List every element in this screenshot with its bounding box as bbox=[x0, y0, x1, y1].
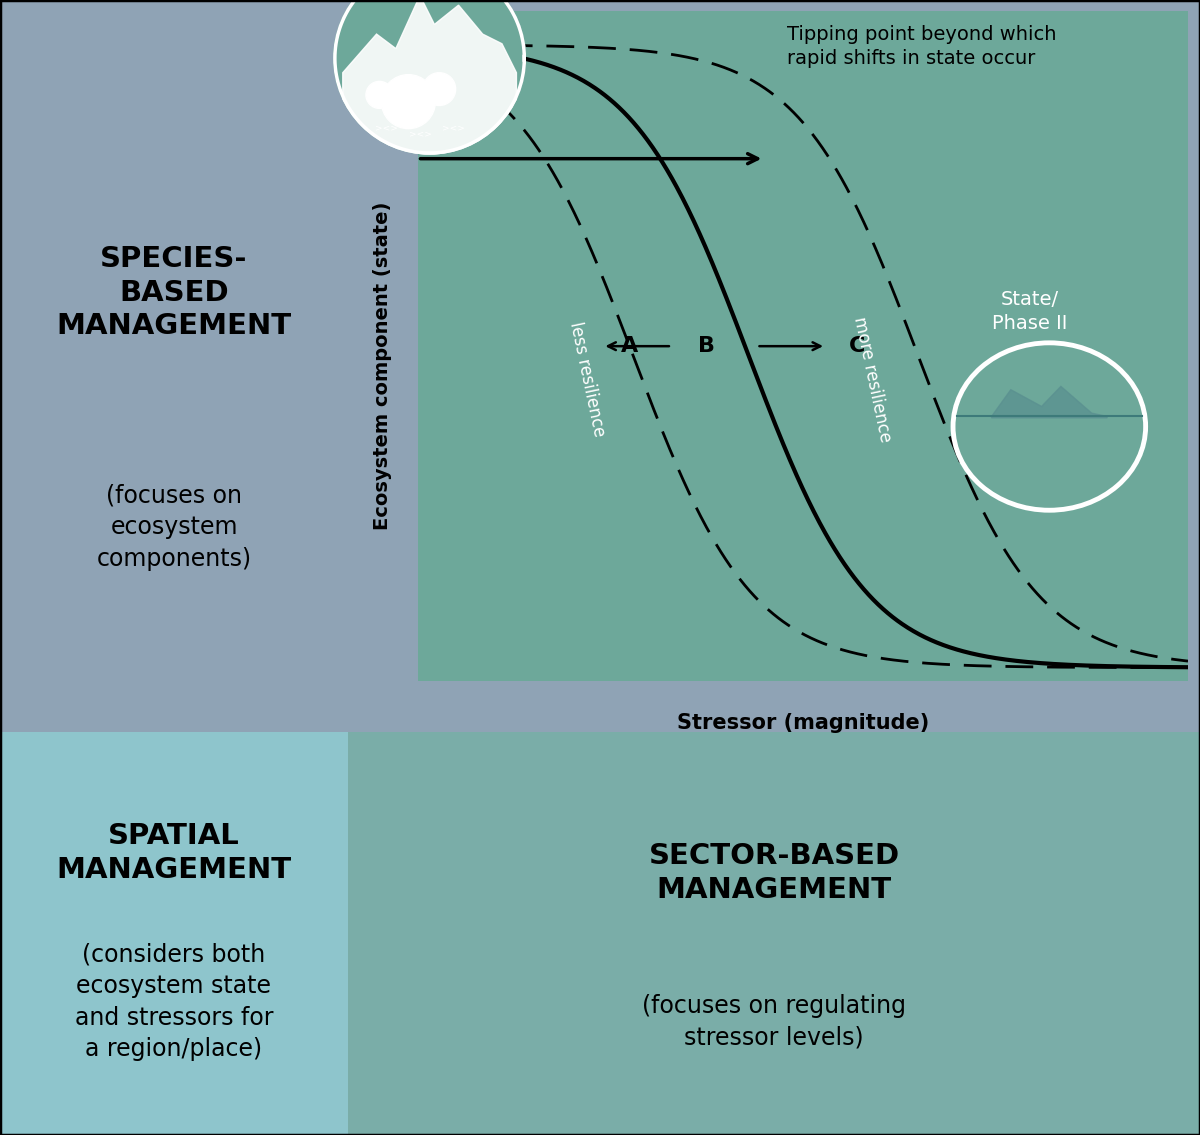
Text: SECTOR-BASED
MANAGEMENT: SECTOR-BASED MANAGEMENT bbox=[648, 842, 900, 903]
Text: State/
Phase II: State/ Phase II bbox=[992, 291, 1068, 333]
Circle shape bbox=[366, 82, 392, 108]
Text: SPECIES-
BASED
MANAGEMENT: SPECIES- BASED MANAGEMENT bbox=[56, 245, 292, 340]
Text: (focuses on regulating
stressor levels): (focuses on regulating stressor levels) bbox=[642, 994, 906, 1050]
Polygon shape bbox=[334, 0, 526, 154]
Polygon shape bbox=[991, 386, 1108, 418]
Text: ><>: ><> bbox=[443, 124, 466, 132]
Circle shape bbox=[953, 343, 1146, 511]
Polygon shape bbox=[343, 0, 516, 154]
Circle shape bbox=[382, 75, 436, 128]
Text: Stressor (magnitude): Stressor (magnitude) bbox=[677, 713, 929, 733]
Text: ><>: ><> bbox=[408, 129, 431, 138]
Circle shape bbox=[422, 73, 456, 106]
Text: ><>: ><> bbox=[374, 124, 397, 132]
Text: C: C bbox=[848, 336, 865, 356]
Text: (focuses on
ecosystem
components): (focuses on ecosystem components) bbox=[96, 484, 252, 571]
Text: SPATIAL
MANAGEMENT: SPATIAL MANAGEMENT bbox=[56, 822, 292, 884]
Text: more resilience: more resilience bbox=[850, 316, 894, 444]
Text: A: A bbox=[620, 336, 638, 356]
Text: (considers both
ecosystem state
and stressors for
a region/place): (considers both ecosystem state and stre… bbox=[74, 943, 274, 1061]
Text: B: B bbox=[698, 336, 715, 356]
Text: less resilience: less resilience bbox=[566, 320, 608, 439]
Text: Tipping point beyond which
rapid shifts in state occur: Tipping point beyond which rapid shifts … bbox=[787, 25, 1057, 68]
Text: Ecosystem component (state): Ecosystem component (state) bbox=[373, 202, 392, 530]
